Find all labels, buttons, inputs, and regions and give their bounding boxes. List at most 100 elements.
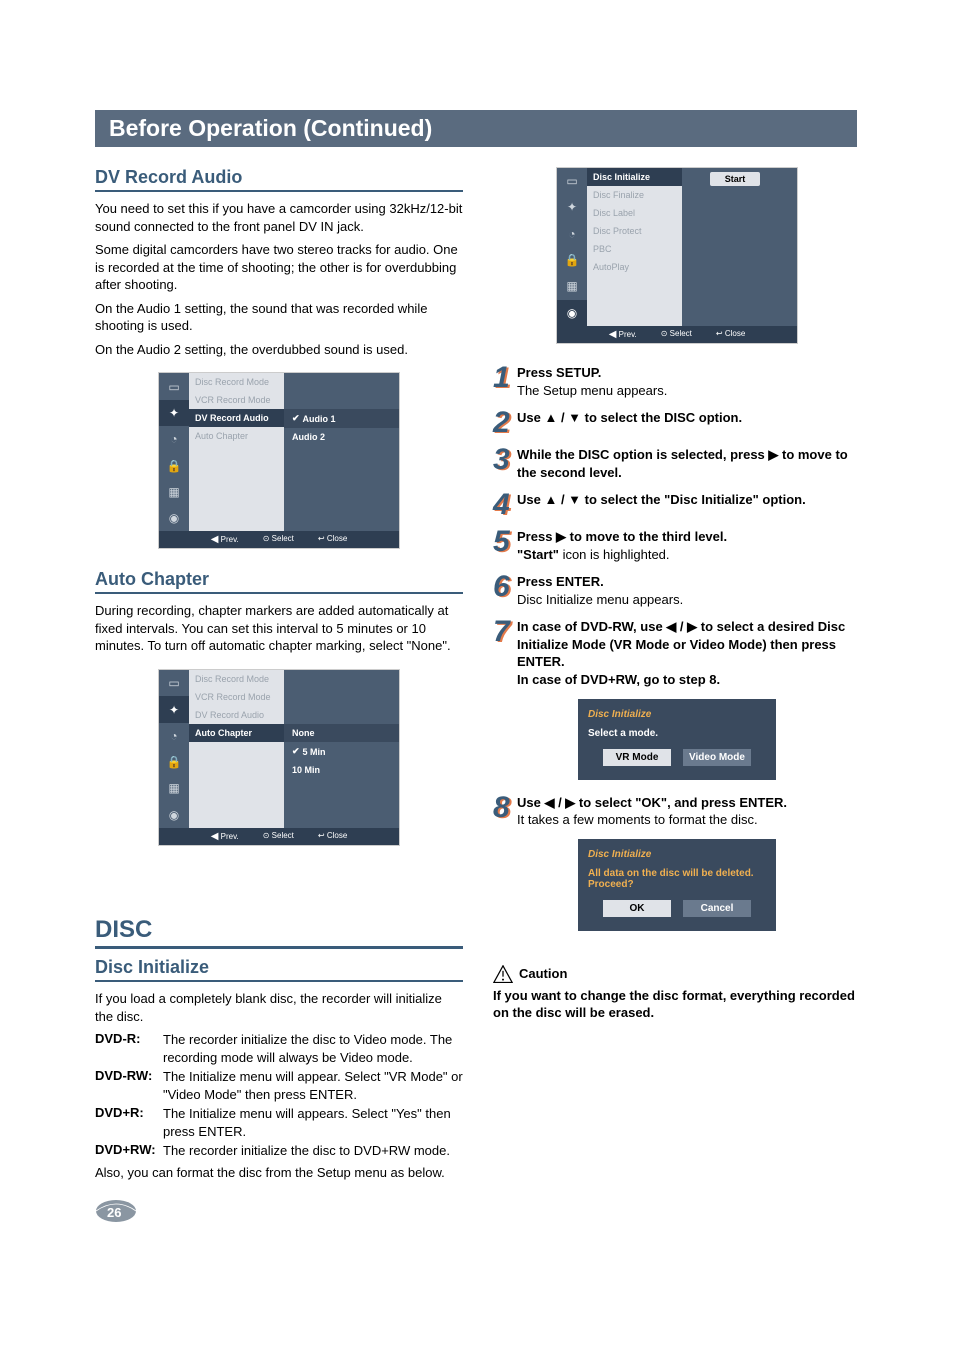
- menu-icon-rail: ▭ ✦ ◔ 🔒 ▦ ◉: [159, 670, 189, 828]
- left-column: DV Record Audio You need to set this if …: [95, 167, 463, 1201]
- menu-icon-rail: ▭ ✦ ◔ 🔒 ▦ ◉: [557, 168, 587, 326]
- foot-prev: ◀ Prev.: [211, 831, 239, 842]
- menu-footer: ◀ Prev. ⊙ Select ↩ Close: [159, 828, 399, 845]
- menu-icon: 🔒: [159, 452, 189, 478]
- ok-button: OK: [603, 900, 671, 917]
- menu-label: DV Record Audio: [189, 706, 284, 724]
- menu-screenshot-dv-audio: ▭ ✦ ◔ 🔒 ▦ ◉ Disc Record Mode VCR Record …: [158, 372, 400, 549]
- dialog-title: Disc Initialize: [588, 709, 766, 720]
- menu-icon: ▭: [159, 373, 189, 399]
- step-number-icon: 22: [493, 409, 517, 436]
- auto-chapter-text: During recording, chapter markers are ad…: [95, 602, 463, 655]
- menu-label: AutoPlay: [587, 258, 682, 276]
- foot-close: ↩ Close: [318, 534, 347, 545]
- def-row: DVD-RW: The Initialize menu will appear.…: [95, 1068, 463, 1103]
- dialog-message: All data on the disc will be deleted.Pro…: [588, 868, 766, 890]
- dialog-select-mode: Disc Initialize Select a mode. VR Mode V…: [578, 699, 776, 780]
- menu-value: Audio 2: [284, 428, 399, 446]
- menu-labels: Disc Record Mode VCR Record Mode DV Reco…: [189, 670, 284, 828]
- check-icon: ✔: [292, 746, 300, 757]
- dv-text-4: On the Audio 2 setting, the overdubbed s…: [95, 341, 463, 359]
- menu-label: Disc Record Mode: [189, 670, 284, 688]
- caution-text: If you want to change the disc format, e…: [493, 987, 861, 1022]
- def-row: DVD+RW: The recorder initialize the disc…: [95, 1142, 463, 1160]
- foot-close: ↩ Close: [318, 831, 347, 842]
- menu-label: VCR Record Mode: [189, 391, 284, 409]
- menu-icon: ◔: [159, 426, 189, 452]
- menu-icon: ◉: [159, 505, 189, 531]
- menu-icon: ◉: [159, 802, 189, 828]
- step-5: 55 Press ▶ to move to the third level."S…: [493, 528, 861, 563]
- menu-icon: ✦: [159, 696, 189, 722]
- caution-icon: [493, 965, 513, 983]
- menu-label-selected: Disc Initialize: [587, 168, 682, 186]
- check-icon: ✔: [292, 413, 300, 424]
- menu-label: Disc Record Mode: [189, 373, 284, 391]
- menu-icon: ▦: [159, 775, 189, 801]
- menu-labels: Disc Record Mode VCR Record Mode DV Reco…: [189, 373, 284, 531]
- menu-label-selected: Auto Chapter: [189, 724, 284, 742]
- right-column: ▭ ✦ ◔ 🔒 ▦ ◉ Disc Initialize Disc Finaliz…: [493, 167, 861, 1201]
- menu-footer: ◀ Prev. ⊙ Select ↩ Close: [557, 326, 797, 343]
- menu-screenshot-auto-chapter: ▭ ✦ ◔ 🔒 ▦ ◉ Disc Record Mode VCR Record …: [158, 669, 400, 846]
- dialog-message: Select a mode.: [588, 728, 766, 739]
- step-number-icon: 33: [493, 446, 517, 481]
- menu-labels: Disc Initialize Disc Finalize Disc Label…: [587, 168, 682, 326]
- step-8: 88 Use ◀ / ▶ to select "OK", and press E…: [493, 794, 861, 829]
- step-number-icon: 88: [493, 794, 517, 829]
- step-number-icon: 44: [493, 491, 517, 518]
- menu-icon: 🔒: [557, 247, 587, 273]
- menu-label: Disc Protect: [587, 222, 682, 240]
- menu-icon: ▭: [557, 168, 587, 194]
- def-term: DVD-RW:: [95, 1068, 163, 1103]
- menu-value: ✔Audio 1: [284, 409, 399, 428]
- def-desc: The recorder initialize the disc to Vide…: [163, 1031, 463, 1066]
- menu-values: Start: [682, 168, 797, 326]
- def-row: DVD+R: The Initialize menu will appears.…: [95, 1105, 463, 1140]
- step-number-icon: 55: [493, 528, 517, 563]
- caution-label: Caution: [519, 966, 567, 981]
- step-number-icon: 66: [493, 573, 517, 608]
- foot-select: ⊙ Select: [661, 329, 692, 340]
- vr-mode-button: VR Mode: [603, 749, 671, 766]
- menu-icon: ◔: [557, 221, 587, 247]
- dialog-confirm: Disc Initialize All data on the disc wil…: [578, 839, 776, 931]
- step-6: 66 Press ENTER.Disc Initialize menu appe…: [493, 573, 861, 608]
- menu-icon: 🔒: [159, 749, 189, 775]
- init-text-1: If you load a completely blank disc, the…: [95, 990, 463, 1025]
- dv-text-1: You need to set this if you have a camco…: [95, 200, 463, 235]
- foot-select: ⊙ Select: [263, 534, 294, 545]
- menu-values: ✔Audio 1 Audio 2: [284, 373, 399, 531]
- page-number: 26: [107, 1205, 121, 1220]
- disc-heading: DISC: [95, 916, 463, 949]
- foot-close: ↩ Close: [716, 329, 745, 340]
- def-row: DVD-R: The recorder initialize the disc …: [95, 1031, 463, 1066]
- step-7: 77 In case of DVD-RW, use ◀ / ▶ to selec…: [493, 618, 861, 688]
- menu-label: Disc Finalize: [587, 186, 682, 204]
- menu-values: None ✔5 Min 10 Min: [284, 670, 399, 828]
- menu-label: Auto Chapter: [189, 427, 284, 445]
- foot-prev: ◀ Prev.: [609, 329, 637, 340]
- start-button: Start: [710, 172, 760, 186]
- menu-icon-rail: ▭ ✦ ◔ 🔒 ▦ ◉: [159, 373, 189, 531]
- def-term: DVD+RW:: [95, 1142, 163, 1160]
- def-desc: The Initialize menu will appear. Select …: [163, 1068, 463, 1103]
- menu-icon: ✦: [159, 400, 189, 426]
- menu-icon: ▦: [557, 273, 587, 299]
- menu-icon: ▭: [159, 670, 189, 696]
- step-number-icon: 77: [493, 618, 517, 688]
- caution-row: Caution: [493, 965, 861, 983]
- step-3: 33 While the DISC option is selected, pr…: [493, 446, 861, 481]
- step-4: 44 Use ▲ / ▼ to select the "Disc Initial…: [493, 491, 861, 518]
- menu-label: PBC: [587, 240, 682, 258]
- step-2: 22 Use ▲ / ▼ to select the DISC option.: [493, 409, 861, 436]
- menu-icon: ▦: [159, 479, 189, 505]
- menu-icon: ✦: [557, 194, 587, 220]
- menu-icon: ◔: [159, 723, 189, 749]
- init-text-2: Also, you can format the disc from the S…: [95, 1164, 463, 1182]
- video-mode-button: Video Mode: [683, 749, 751, 766]
- def-term: DVD+R:: [95, 1105, 163, 1140]
- menu-label-selected: DV Record Audio: [189, 409, 284, 427]
- def-desc: The Initialize menu will appears. Select…: [163, 1105, 463, 1140]
- columns: DV Record Audio You need to set this if …: [95, 167, 894, 1201]
